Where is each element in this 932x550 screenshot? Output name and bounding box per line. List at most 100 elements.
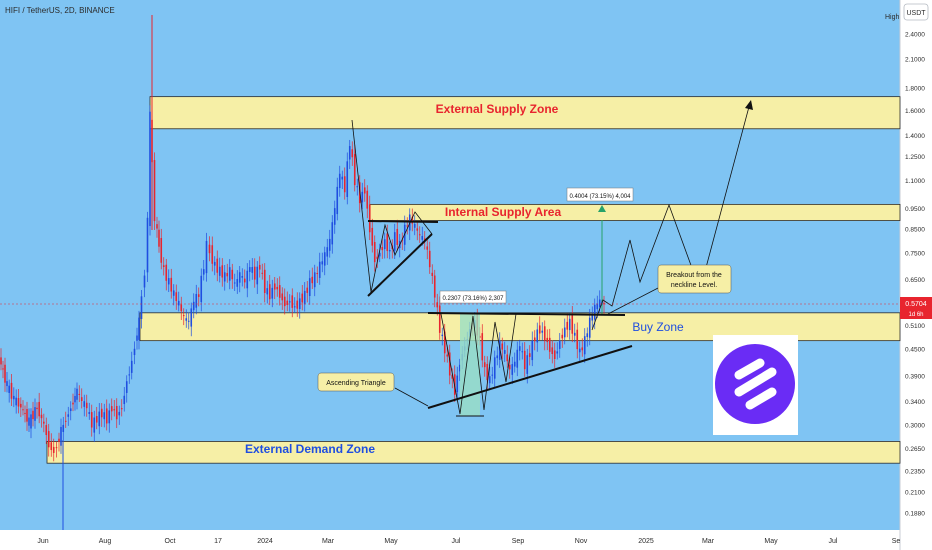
time-axis-background [0,530,932,550]
candle-body [248,267,251,272]
candle-body [263,269,266,293]
symbol-title[interactable]: HIFI / TetherUS, 2D, BINANCE [5,6,115,15]
candle-body [361,191,364,203]
currency-button[interactable] [903,3,929,21]
logo-stroke-1 [734,358,765,380]
candle-body [291,295,294,308]
candle-body [293,306,296,308]
price-axis[interactable]: 2.4000 2.1000 1.8000 1.6000 1.4000 1.2500 1.10… [905,32,925,518]
last-price-countdown: 1d 6h [908,312,923,318]
candle-body [153,160,156,222]
candle-body [533,337,536,342]
candle-body [85,402,88,409]
time-tick-label: Mar [702,538,715,545]
candle-body [251,267,254,273]
candle-body [443,331,446,354]
price-tick-label: 0.5100 [905,323,925,330]
time-tick-label: Jul [452,538,461,545]
candle-body [271,287,274,299]
candle-body [591,315,594,321]
candle-body [296,300,299,309]
candle-body [368,204,371,233]
candle-body [311,276,314,284]
candle-body [192,301,195,311]
candle-body [528,353,531,357]
candle-body [386,233,389,251]
candle-body [556,351,559,354]
candle-body [175,292,178,302]
candle-body [24,412,26,414]
candle-body [187,320,190,322]
candle-body [303,290,306,305]
candle-body [578,348,581,353]
candle-body [273,283,276,290]
candle-body [341,176,344,180]
candle-body [503,350,506,354]
candle-body [133,348,136,356]
candle-body [226,272,229,277]
candle-body [78,393,81,395]
candle-body [256,266,259,285]
price-tick-label: 0.3900 [905,373,925,380]
candle-body [313,272,316,288]
candle-body [47,431,50,448]
candle-body [318,261,321,278]
candle-body [88,412,91,414]
currency-button-label[interactable]: USDT [906,10,926,17]
candle-body [538,325,541,334]
triangle-callout-line [394,387,429,407]
candle-body [64,420,67,422]
breakout-text-1: Breakout from the [666,272,722,279]
candle-body [436,302,439,308]
candle-body [491,374,494,376]
candle-body [331,222,334,245]
time-axis[interactable]: Jun Aug Oct 17 2024 Mar May Jul Sep Nov 2025 Mar May… [37,538,900,545]
candle-body [22,409,24,411]
candle-body [69,408,72,412]
price-axis-background [900,0,932,550]
time-tick-label: Se [892,538,901,545]
measure-top-text: 0.4004 (73.15%) 4,004 [569,194,631,200]
hifi-logo [713,335,798,435]
candle-body [4,364,6,383]
candle-body [426,246,429,250]
projection-arrow-head [745,100,753,110]
candle-body [283,296,286,307]
candle-body [363,187,366,194]
candle-body [488,376,491,384]
candle-body [93,417,96,433]
candle-body [508,364,511,370]
candle-body [223,272,226,282]
candle-body [548,337,551,352]
candle-body [281,293,284,301]
candle-body [218,266,221,276]
candle-body [306,287,309,293]
zone-labels: External Supply Zone Internal Supply Are… [245,102,684,456]
candle-body [221,265,224,278]
candle-body [431,272,434,276]
candle-body [413,224,416,228]
candle-body [243,278,246,283]
candle-body [158,229,160,247]
candle-body [38,401,40,417]
candle-body [351,149,354,158]
triangle-target-shade [460,314,480,416]
candle-body [128,374,131,376]
candle-body [76,388,78,400]
candle-body [125,381,128,393]
candle-body [26,409,28,422]
candle-body [446,354,449,357]
candle-body [493,357,496,379]
candle-body [348,146,351,160]
candle-body [6,381,8,387]
candle-body [80,397,83,401]
candle-body [130,360,133,373]
candle-body [418,234,421,236]
neckline [427,312,626,316]
candle-body [321,261,324,265]
candle-body [231,269,234,280]
candle-body [13,395,15,400]
time-tick-label: Oct [165,538,176,545]
candle-body [523,350,526,370]
